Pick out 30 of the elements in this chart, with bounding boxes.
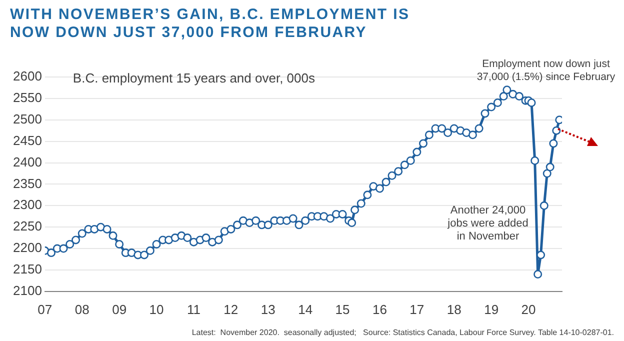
x-tick-label: 12 (224, 302, 238, 317)
y-tick-label: 2150 (13, 262, 42, 277)
x-tick-label: 13 (260, 302, 276, 317)
y-tick-label: 2350 (13, 176, 42, 191)
y-tick-label: 2550 (13, 90, 42, 106)
y-tick-label: 2200 (13, 240, 42, 256)
x-tick-label: 20 (521, 302, 536, 317)
x-tick-label: 11 (186, 302, 200, 317)
x-tick-label: 15 (335, 302, 350, 317)
text: Latest: November 2020. seasonally adjusted; Source: Statistics Canada, Labour Force Survey. Table 14-10-0287-01. (192, 328, 614, 338)
x-tick-label: 10 (149, 302, 164, 317)
y-tick-label: 2600 (13, 68, 42, 84)
x-tick-label: 16 (372, 302, 387, 317)
chart-title: WITH NOVEMBER’S GAIN, B.C. EMPLOYMENT IS NOW DOWN JUST 37,000 FROM FEBRUARY (9, 5, 411, 43)
x-tick-label: 19 (484, 302, 499, 317)
y-tick-label: 2250 (13, 218, 42, 234)
y-tick-label: 2300 (13, 197, 42, 212)
annotation: Another 24,000 jobs were added in November (446, 204, 528, 243)
y-tick-label: 2100 (13, 282, 42, 298)
y-tick-label: 2400 (13, 154, 42, 170)
x-tick-label: 18 (446, 302, 462, 317)
x-tick-label: 14 (298, 302, 313, 317)
x-tick-label: 17 (410, 302, 424, 317)
y-tick-label: 2450 (13, 132, 42, 148)
annotation: Employment now down just 37,000 (1.5%) since February (476, 58, 616, 84)
y-tick-label: 2500 (13, 111, 42, 126)
chart-subtitle: B.C. employment 15 years and over, 000s (72, 70, 316, 86)
x-tick-label: 08 (74, 302, 90, 317)
x-tick-label: 07 (38, 302, 52, 317)
x-tick-label: 09 (112, 302, 127, 317)
